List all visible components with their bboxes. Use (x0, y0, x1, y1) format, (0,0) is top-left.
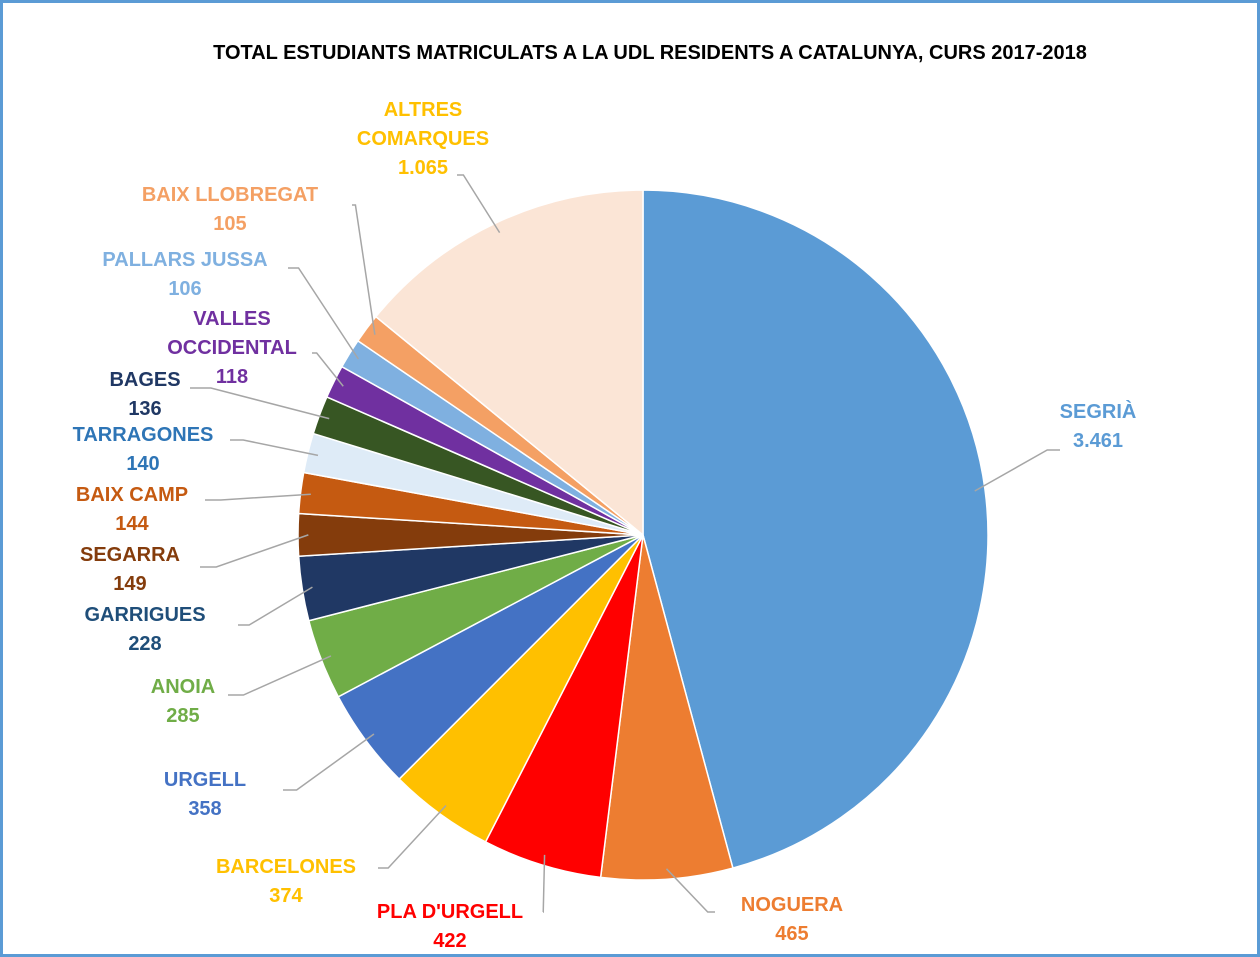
leader-line (238, 586, 313, 626)
value-label: 374 (269, 885, 303, 907)
data-label: SEGRIÀ 3.461 (1060, 398, 1137, 456)
data-label: BAIX CAMP 144 (76, 481, 188, 539)
category-label: NOGUERA (740, 894, 844, 916)
value-label: 140 (126, 453, 160, 475)
value-label: 149 (113, 573, 147, 595)
leader-line (288, 267, 359, 360)
pie-slice (642, 189, 989, 870)
leader-line (665, 868, 715, 913)
chart-title: TOTAL ESTUDIANTS MATRICULATS A LA UDL RE… (213, 42, 1087, 64)
data-label: ALTRES COMARQUES 1.065 (323, 96, 523, 183)
data-label: PLA D'URGELL 422 (377, 898, 523, 956)
value-label: 358 (188, 798, 222, 820)
category-label: TARRAGONES (72, 424, 214, 446)
pie-slice (374, 189, 644, 537)
value-label: 422 (433, 930, 467, 952)
value-label: 136 (128, 398, 162, 420)
category-label: GARRIGUES (84, 604, 206, 626)
leader-line (457, 174, 501, 234)
category-label: BARCELONES (215, 856, 357, 878)
value-label: 106 (168, 278, 202, 300)
category-label: SEGRIÀ (1059, 401, 1137, 423)
value-label: 465 (775, 923, 809, 945)
data-label: BAGES 136 (109, 366, 180, 424)
value-label: 1.065 (397, 157, 449, 179)
data-label: ANOIA 285 (151, 673, 215, 731)
category-label: URGELL (163, 769, 247, 791)
leader-line (228, 655, 332, 696)
data-label: TARRAGONES 140 (73, 421, 214, 479)
data-label: PALLARS JUSSA 106 (102, 246, 267, 304)
pie-slice (599, 534, 734, 881)
category-label: VALLES OCCIDENTAL (167, 308, 297, 359)
leader-line (378, 804, 447, 869)
value-label: 285 (166, 705, 200, 727)
value-label: 118 (215, 366, 249, 388)
data-label: GARRIGUES 228 (84, 601, 205, 659)
category-label: BAGES (109, 369, 181, 391)
leader-line (200, 534, 309, 568)
data-label: BAIX LLOBREGAT 105 (142, 181, 318, 239)
value-label: 228 (128, 633, 162, 655)
category-label: BAIX CAMP (75, 484, 189, 506)
category-label: PLA D'URGELL (376, 901, 524, 923)
value-label: 3.461 (1072, 430, 1124, 452)
data-label: BARCELONES 374 (216, 853, 356, 911)
leader-line (352, 204, 376, 335)
value-label: 105 (213, 213, 247, 235)
category-label: SEGARRA (79, 544, 181, 566)
value-label: 144 (115, 513, 149, 535)
category-label: PALLARS JUSSA (102, 249, 268, 271)
leader-line (312, 352, 344, 387)
leader-line (283, 733, 375, 791)
data-label: URGELL 358 (164, 766, 246, 824)
leader-line (190, 387, 330, 420)
leader-line (205, 493, 311, 501)
category-label: ALTRES COMARQUES (356, 99, 490, 150)
category-label: ANOIA (150, 676, 216, 698)
leader-line (974, 449, 1060, 492)
leader-line (542, 854, 546, 913)
data-label: NOGUERA 465 (741, 891, 843, 949)
data-label: VALLES OCCIDENTAL 118 (142, 305, 322, 392)
leader-line (230, 439, 319, 457)
category-label: BAIX LLOBREGAT (141, 184, 319, 206)
data-label: SEGARRA 149 (80, 541, 180, 599)
